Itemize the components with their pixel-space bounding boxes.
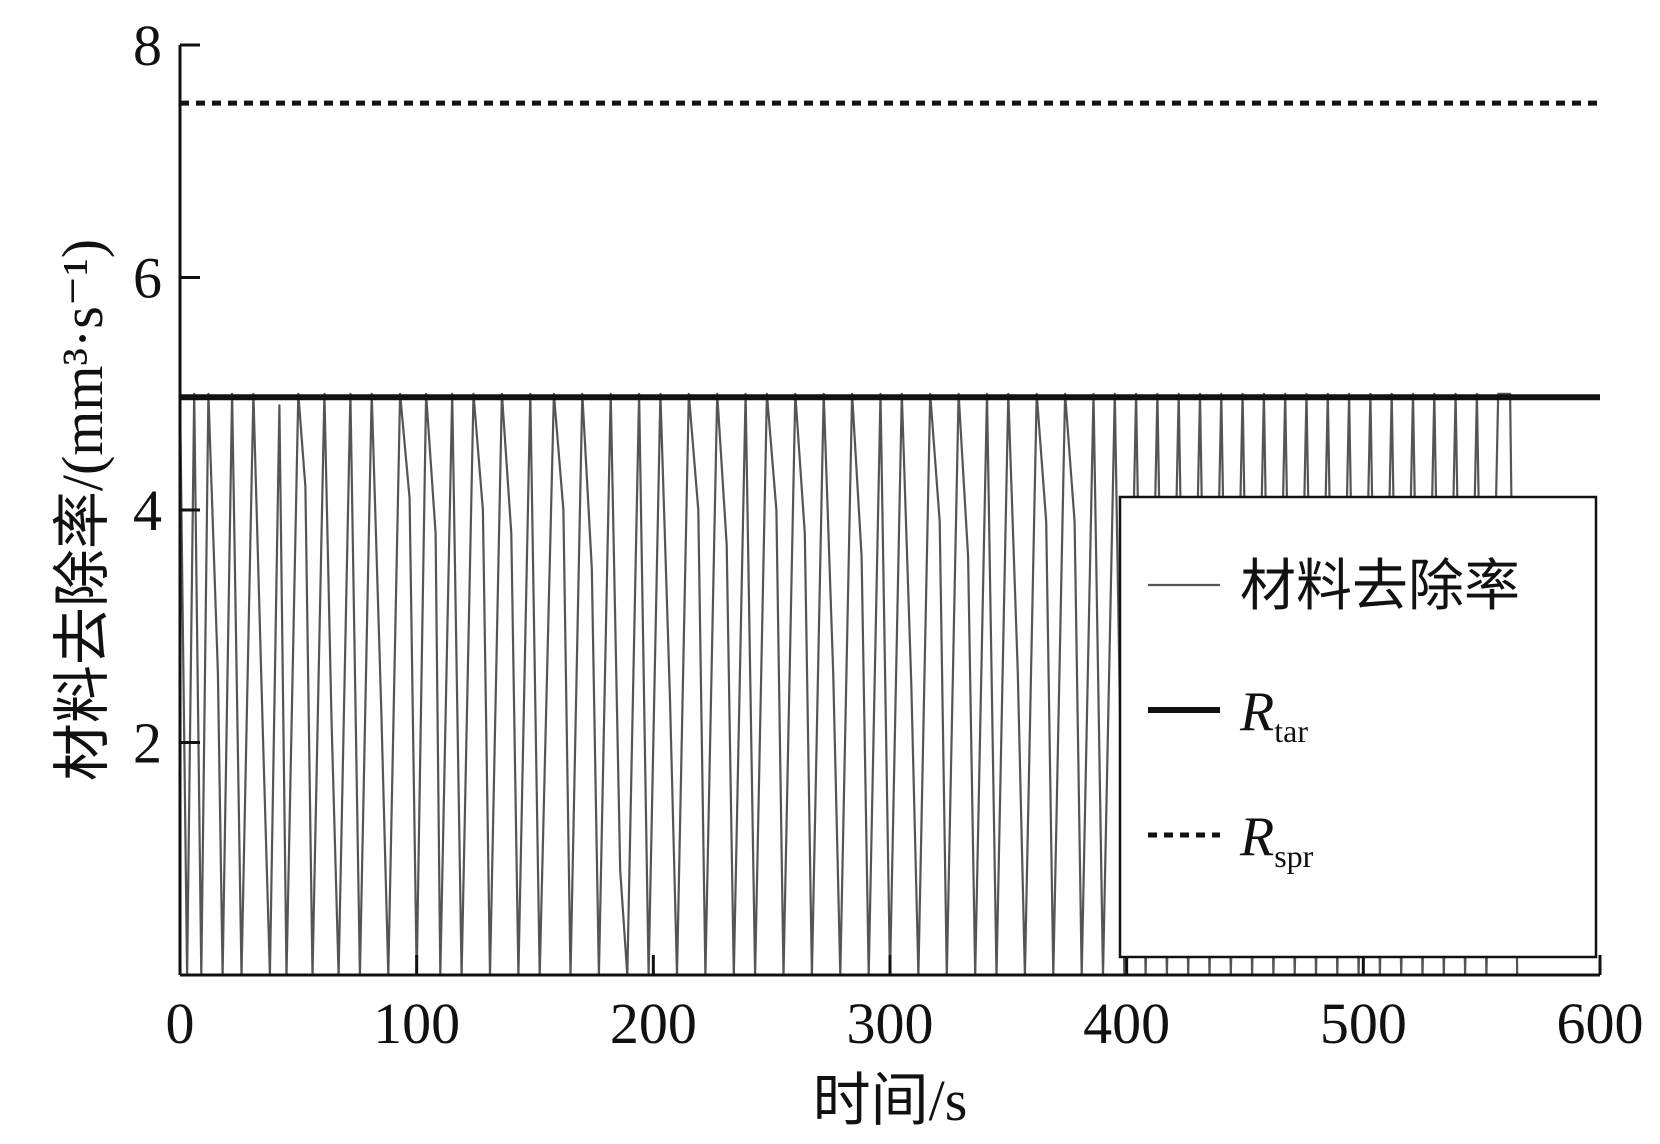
x-tick-label: 400 (1083, 991, 1170, 1056)
legend-label-rspr-main: R (1239, 806, 1274, 868)
y-tick-label: 2 (133, 711, 162, 776)
x-tick-label: 600 (1557, 991, 1644, 1056)
legend-box (1118, 495, 1598, 959)
y-axis-title: 材料去除率/(mm³·s⁻¹) (50, 239, 115, 781)
legend-label-rspr: Rspr (1239, 806, 1314, 874)
legend-label-rtar-sub: tar (1274, 713, 1308, 749)
x-tick-label: 100 (373, 991, 460, 1056)
y-tick-label: 8 (133, 13, 162, 78)
legend-label-rtar-main: R (1239, 681, 1274, 743)
legend-label-rtar: Rtar (1239, 681, 1308, 749)
y-tick-label: 4 (133, 478, 162, 543)
axes-layer: 0 100 200 300 400 500 600 2 4 6 8 时间/s 材料去除率/(mm³·s⁻… (50, 13, 1644, 1133)
x-tick-label: 300 (847, 991, 934, 1056)
legend-label-material-removal-rate: 材料去除率 (1240, 556, 1520, 618)
x-axis-title: 时间/s (813, 1068, 968, 1133)
legend-label-rspr-sub: spr (1274, 838, 1313, 874)
x-tick-label: 0 (166, 991, 195, 1056)
x-tick-label: 200 (610, 991, 697, 1056)
y-tick-label: 6 (133, 246, 162, 311)
x-tick-label: 500 (1320, 991, 1407, 1056)
